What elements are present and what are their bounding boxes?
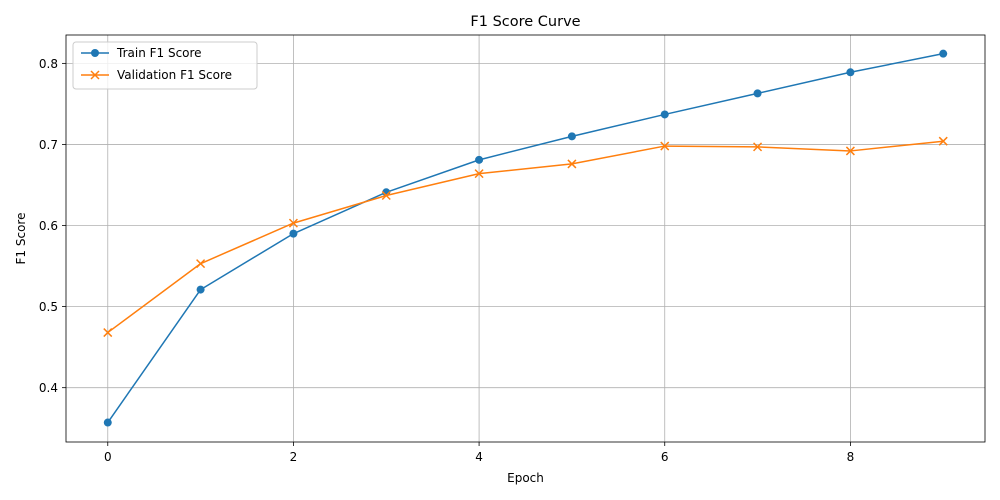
legend-label-validation: Validation F1 Score [117,68,232,82]
legend-marker-train [91,49,99,57]
data-point-validation-f1-score [103,328,113,338]
legend-label-train: Train F1 Score [116,46,202,60]
axes-frame [65,34,986,443]
data-point-train-f1-score [846,68,855,77]
data-point-train-f1-score [103,418,112,427]
tick-layer: 0 2 4 6 8 0.4 0.5 0.6 0.7 0.8 [39,57,854,464]
x-tick-label: 2 [290,450,298,464]
y-tick-label: 0.4 [39,381,58,395]
y-tick-label: 0.6 [39,219,58,233]
data-point-train-f1-score [567,132,576,141]
data-point-validation-f1-score [753,142,763,152]
legend-box [72,41,258,90]
series-line-train-f1-score [107,52,944,423]
data-point-train-f1-score [753,89,762,98]
y-tick-label: 0.8 [39,57,58,71]
legend-marker-validation [90,70,100,80]
chart-title: F1 Score Curve [470,14,580,30]
data-point-train-f1-score [196,285,205,294]
x-axis-label: Epoch [507,471,544,485]
plot-area-background [66,35,985,442]
data-point-validation-f1-score [845,146,855,156]
data-point-validation-f1-score [474,169,484,179]
y-axis-label: F1 Score [14,213,28,265]
x-tick-label: 6 [661,450,669,464]
data-point-train-f1-score [475,155,484,164]
data-point-validation-f1-score [381,190,391,201]
data-point-train-f1-score [939,49,948,58]
series-validation-f1-score [103,136,948,338]
grid-lines [66,35,985,442]
series-layer [103,49,948,427]
y-tick-label: 0.5 [39,300,58,314]
data-point-validation-f1-score [196,259,206,269]
data-point-validation-f1-score [288,218,298,228]
data-point-validation-f1-score [660,141,670,151]
data-point-train-f1-score [289,229,298,238]
series-line-validation-f1-score [107,140,944,334]
x-tick-label: 4 [475,450,483,464]
x-tick-label: 8 [847,450,855,464]
data-point-validation-f1-score [567,159,577,169]
legend: Train F1 Score Validation F1 Score [72,41,258,90]
data-point-validation-f1-score [938,136,948,146]
y-tick-label: 0.7 [39,138,58,152]
series-train-f1-score [103,49,948,427]
x-tick-label: 0 [104,450,112,464]
data-point-train-f1-score [660,110,669,119]
